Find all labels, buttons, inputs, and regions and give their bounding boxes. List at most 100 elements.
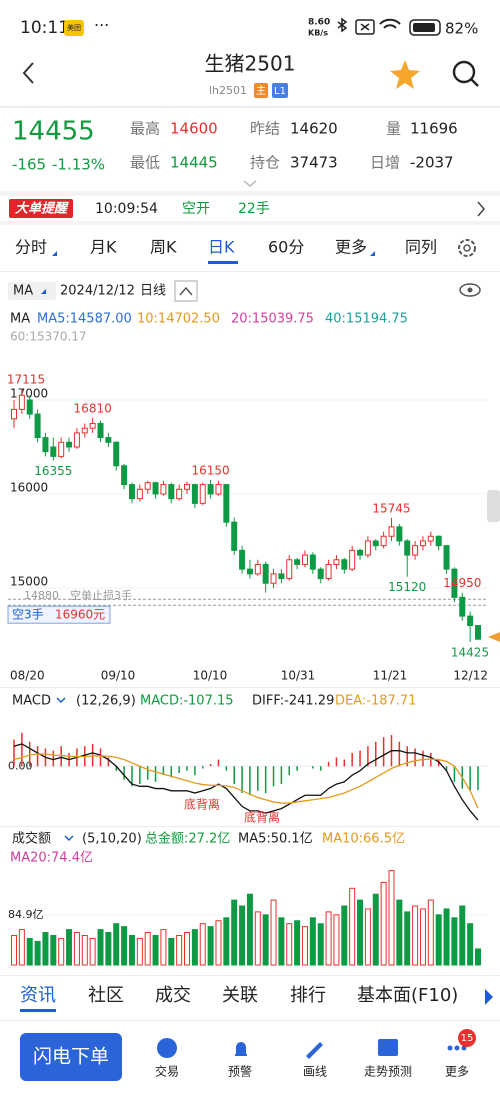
battery-icon [409, 19, 441, 36]
volume-bar [215, 920, 222, 966]
volume-bar [309, 917, 316, 966]
extreme-label: 14425 [451, 645, 489, 659]
favorite-star[interactable] [390, 60, 420, 89]
tab[interactable]: 分时 [15, 238, 47, 257]
candle-body [42, 437, 49, 453]
period-icon [179, 286, 193, 296]
candle-body [443, 545, 450, 570]
ma60: 60:15370.17 [10, 330, 87, 344]
scroll-handle[interactable] [487, 490, 500, 522]
volume-bar [113, 923, 120, 966]
nav-item[interactable]: 预警 [228, 1064, 252, 1079]
nav-item[interactable]: 走势预测 [364, 1065, 412, 1079]
candle-body [128, 484, 135, 500]
change: -165 [12, 156, 46, 174]
volume-bar [341, 905, 348, 966]
tab-underline [208, 261, 238, 264]
period-toggle[interactable] [174, 280, 198, 302]
field-value: -2037 [410, 154, 454, 172]
tabs-more[interactable] [485, 989, 493, 1005]
candle-body [97, 422, 104, 439]
divider [0, 687, 500, 688]
bottom-tab[interactable]: 成交 [155, 985, 191, 1006]
more-dots: ··· [94, 16, 109, 35]
nav-item[interactable]: 更多 [445, 1065, 469, 1079]
candle-body [278, 573, 285, 580]
volume-bar [404, 911, 411, 966]
net-speed: 8.60 [308, 18, 330, 28]
volume-title: 成交额 [12, 831, 51, 847]
volume-bar [89, 937, 96, 966]
volume-bar [435, 914, 442, 966]
tab[interactable]: 60分 [268, 238, 304, 257]
candle-body [333, 559, 340, 565]
nav-icon [157, 1038, 177, 1058]
volume-bar [278, 917, 285, 966]
position-price: 16960元 [55, 608, 105, 622]
candle-body [254, 563, 261, 575]
candle-body [380, 535, 387, 547]
nav-item[interactable]: 交易 [155, 1064, 179, 1079]
stop-loss-text: 空单止损3手 [70, 588, 132, 602]
candle-body [191, 484, 198, 504]
bottom-tab[interactable]: 排行 [290, 985, 326, 1006]
divider [0, 271, 500, 272]
candle-body [427, 535, 434, 542]
nav-item[interactable]: 画线 [303, 1065, 327, 1079]
eye-icon[interactable] [459, 283, 481, 297]
back-button[interactable] [22, 62, 34, 84]
volume-params: (5,10,20) [82, 832, 142, 847]
volume-bar [223, 917, 230, 966]
tab[interactable]: 日K [208, 238, 235, 257]
alert-arrow[interactable] [477, 201, 485, 217]
search-icon[interactable] [452, 60, 476, 84]
eye-pupil [467, 287, 473, 293]
code: lh2501 [209, 84, 247, 97]
volume-bar [443, 908, 450, 966]
volume-bar [333, 914, 340, 966]
candle-body [105, 437, 112, 443]
tab[interactable]: 周K [150, 238, 177, 257]
extreme-label: 15745 [372, 501, 410, 515]
bottom-tab[interactable]: 基本面(F10) [357, 985, 458, 1006]
volume-bar [207, 926, 214, 966]
field-value: 14620 [290, 120, 338, 138]
volume-bar [168, 937, 175, 966]
ma40: 40:15194.75 [325, 312, 408, 327]
candle-body [301, 554, 308, 565]
settings-icon[interactable] [458, 239, 476, 257]
volume-bar [152, 934, 159, 966]
indicator-select[interactable] [8, 282, 56, 300]
volume-bar [262, 914, 269, 966]
tab[interactable]: 同列 [405, 238, 437, 257]
level-badge: L1 [274, 86, 286, 97]
volume-bar [286, 923, 293, 966]
candle-body [341, 559, 348, 570]
date-label: 08/20 [10, 669, 45, 683]
volume-ma10: MA10:66.5亿 [322, 832, 405, 847]
bottom-tab[interactable]: 社区 [88, 985, 124, 1006]
app-icon [64, 20, 84, 36]
candle-body [412, 545, 419, 556]
tab[interactable]: 更多 [335, 238, 367, 257]
volume-bar [239, 905, 246, 966]
expand-chevron[interactable] [243, 180, 257, 187]
quick-order-button[interactable] [20, 1033, 122, 1081]
volume-bar [26, 937, 33, 966]
ma10: 10:14702.50 [137, 312, 220, 327]
chart-period: 日线 [140, 284, 166, 299]
position-label: 空3手 [12, 608, 44, 622]
volume-bar [459, 905, 466, 966]
field-value: 14600 [170, 120, 218, 138]
bottom-tab[interactable]: 资讯 [20, 985, 56, 1006]
candle-body [199, 484, 206, 504]
candle-body [372, 540, 379, 547]
tab[interactable]: 月K [90, 238, 117, 257]
nav-icon [235, 1042, 247, 1056]
volume-bar [357, 899, 364, 966]
title: 生猪2501 [205, 52, 296, 76]
tab-underline [20, 1009, 56, 1012]
bottom-tab[interactable]: 关联 [222, 985, 258, 1006]
volume-bar [246, 893, 253, 966]
volume-bar [73, 932, 80, 966]
